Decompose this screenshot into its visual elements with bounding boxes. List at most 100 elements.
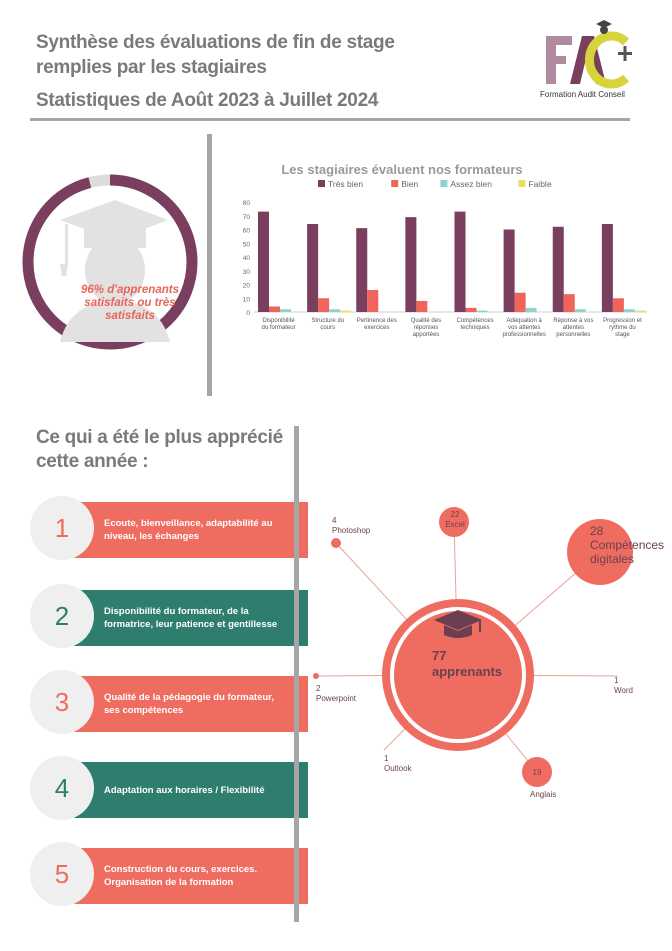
training-network: 77 apprenants 4 Photoshop 22 Excel 28 Co… bbox=[300, 500, 670, 810]
x-tick-label: Disponibilité du formateur bbox=[262, 318, 296, 331]
node-anglais-label: Anglais bbox=[530, 790, 557, 799]
report-title-line-2: remplies par les stagiaires bbox=[36, 57, 267, 78]
appreciated-item-1: 1 Ecoute, bienveillance, adaptabilité au… bbox=[30, 496, 308, 562]
x-tick-label: Adéquation à vos attentes professionnelles bbox=[503, 318, 546, 338]
node-count: 2 bbox=[316, 684, 321, 693]
node-count: 22 bbox=[450, 510, 460, 519]
legend-swatch-1 bbox=[391, 180, 399, 187]
y-tick-label: 80 bbox=[243, 200, 251, 207]
center-label: 77 apprenants bbox=[432, 648, 502, 680]
appreciated-title: Ce qui a été le plus apprécié cette anné… bbox=[36, 426, 283, 474]
x-tick-label: Pertinence des exercices bbox=[357, 318, 397, 331]
bar-7-1 bbox=[612, 298, 624, 312]
bar-7-2 bbox=[623, 309, 635, 312]
node-powerpoint-dot bbox=[313, 673, 319, 679]
trainer-evaluation-chart: Les stagiaires évaluent nos formateurs T… bbox=[232, 158, 652, 348]
node-count: 28 bbox=[590, 524, 604, 538]
item-text: Qualité de la pédagogie du formateur, se… bbox=[104, 692, 274, 716]
item-number: 4 bbox=[30, 756, 94, 820]
item-band bbox=[74, 762, 308, 818]
y-tick-label: 30 bbox=[243, 269, 251, 276]
item-number: 1 bbox=[30, 496, 94, 560]
x-tick-label: Qualité des réponses apportées bbox=[411, 318, 441, 338]
vertical-divider-top bbox=[207, 134, 212, 396]
company-logo: Formation Audit Conseil bbox=[540, 16, 636, 104]
item-band bbox=[74, 848, 308, 904]
bar-5-1 bbox=[514, 292, 526, 312]
node-label: Photoshop bbox=[332, 526, 371, 535]
graduation-cap-icon bbox=[434, 610, 482, 638]
node-count: 4 bbox=[332, 516, 337, 525]
satisfaction-text: 96% d'apprenants satisfaits ou très sati… bbox=[81, 284, 179, 322]
bar-7-3 bbox=[634, 310, 646, 312]
node-photoshop-dot bbox=[331, 538, 341, 548]
node-word: 1 Word bbox=[614, 676, 633, 696]
node-anglais-count: 19 bbox=[532, 768, 542, 777]
center-text: apprenants bbox=[432, 664, 503, 679]
bar-2-1 bbox=[367, 290, 379, 312]
item-text: Ecoute, bienveillance, adaptabilité au n… bbox=[104, 518, 273, 542]
legend-swatch-0 bbox=[318, 180, 325, 187]
y-tick-label: 70 bbox=[243, 214, 251, 221]
report-title-line-1: Synthèse des évaluations de fin de stage bbox=[36, 32, 395, 53]
bar-0-0 bbox=[258, 211, 269, 312]
vertical-divider-bottom bbox=[294, 426, 299, 922]
logo-caption: Formation Audit Conseil bbox=[540, 90, 625, 99]
node-digital: 28 Compétences digitales bbox=[590, 524, 664, 566]
legend-label-0: Très bien bbox=[328, 179, 363, 189]
legend-swatch-3 bbox=[518, 180, 526, 187]
bar-0-2 bbox=[280, 309, 291, 312]
chart-title: Les stagiaires évaluent nos formateurs bbox=[281, 162, 522, 177]
x-tick-label: Compétences techniques bbox=[457, 318, 494, 331]
bar-7-0 bbox=[601, 224, 613, 312]
y-tick-label: 60 bbox=[243, 228, 251, 235]
appreciated-item-5: 5 Construction du cours, exercices. Orga… bbox=[30, 842, 308, 908]
node-label: Compétences digitales bbox=[590, 538, 665, 566]
node-excel-bubble bbox=[439, 507, 469, 537]
node-photoshop: 4 Photoshop bbox=[332, 516, 370, 536]
item-band bbox=[74, 502, 308, 558]
bar-1-2 bbox=[329, 309, 341, 312]
node-label: Powerpoint bbox=[316, 694, 357, 703]
node-powerpoint: 2 Powerpoint bbox=[316, 684, 356, 704]
appreciated-item-2: 2 Disponibilité du formateur, de la form… bbox=[30, 584, 308, 650]
bar-4-2 bbox=[476, 310, 488, 312]
bar-4-1 bbox=[465, 307, 477, 312]
node-count: 1 bbox=[614, 676, 619, 685]
appreciated-title-line-1: Ce qui a été le plus apprécié bbox=[36, 427, 283, 448]
legend-label-1: Bien bbox=[401, 179, 418, 189]
node-outlook: 1 Outlook bbox=[384, 754, 412, 774]
legend-swatch-2 bbox=[440, 180, 448, 187]
bar-3-1 bbox=[416, 301, 428, 312]
bar-6-0 bbox=[552, 226, 564, 312]
legend-label-2: Assez bien bbox=[450, 179, 492, 189]
report-subtitle: Statistiques de Août 2023 à Juillet 2024 bbox=[36, 90, 379, 111]
node-count: 1 bbox=[384, 754, 389, 763]
bar-5-0 bbox=[503, 229, 515, 312]
appreciated-item-3: 3 Qualité de la pédagogie du formateur, … bbox=[30, 670, 308, 736]
bar-1-1 bbox=[318, 298, 330, 312]
appreciated-title-line-2: cette année : bbox=[36, 451, 149, 472]
item-band bbox=[74, 590, 308, 646]
bar-2-0 bbox=[356, 228, 368, 312]
item-text: Disponibilité du formateur, de la format… bbox=[104, 606, 278, 630]
bar-0-1 bbox=[269, 306, 280, 312]
item-number: 5 bbox=[30, 842, 94, 906]
node-anglais-bubble bbox=[522, 757, 552, 787]
legend-label-3: Faible bbox=[528, 179, 551, 189]
bar-6-2 bbox=[574, 309, 586, 312]
item-band bbox=[74, 676, 308, 732]
item-number: 3 bbox=[30, 670, 94, 734]
bar-3-0 bbox=[405, 217, 417, 312]
node-label: Excel bbox=[445, 520, 465, 529]
center-bubble bbox=[382, 599, 534, 751]
bar-4-0 bbox=[454, 211, 466, 312]
center-count: 77 bbox=[432, 648, 447, 663]
node-label: Outlook bbox=[384, 764, 412, 773]
y-tick-label: 50 bbox=[243, 241, 251, 248]
node-label: Word bbox=[614, 686, 633, 695]
x-tick-label: Réponse à vos attentes personnelles bbox=[553, 318, 593, 338]
satisfaction-ring bbox=[20, 172, 200, 352]
y-tick-label: 0 bbox=[246, 310, 250, 317]
node-excel: 22 Excel bbox=[443, 510, 467, 530]
